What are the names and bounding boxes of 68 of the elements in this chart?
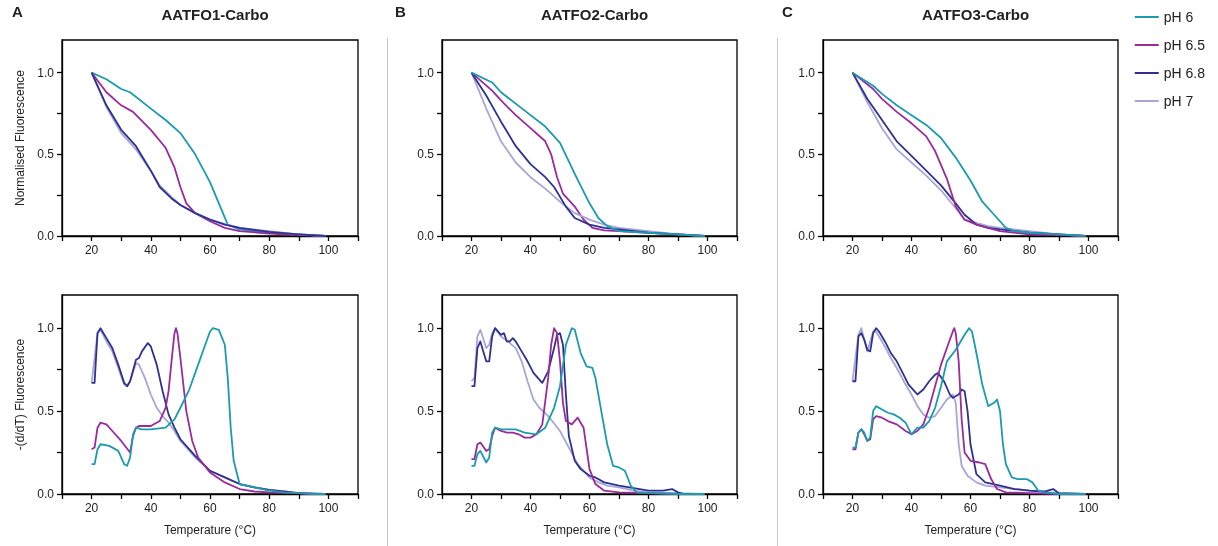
- y-tick-label: 0.5: [798, 147, 816, 162]
- chart-title: AATFO1-Carbo: [161, 6, 269, 23]
- text: B: [395, 3, 406, 20]
- legend-label: pH 7: [1163, 93, 1194, 109]
- x-tick-label: 80: [641, 501, 656, 515]
- y-tick-label: 1.0: [417, 65, 435, 80]
- text: A: [12, 3, 23, 20]
- y-tick-label: 0.0: [37, 487, 55, 501]
- line-series: [90, 71, 327, 237]
- x-tick-label: 80: [262, 501, 277, 515]
- y-tick-label: 0.0: [798, 229, 816, 243]
- y-tick-label: 1.0: [417, 321, 435, 336]
- x-tick-label: 100: [697, 501, 718, 515]
- x-axis-title: Temperature (°C): [163, 523, 257, 537]
- line-series: [851, 327, 1087, 495]
- x-tick-label: 40: [523, 501, 538, 515]
- y-axis-title: -(d/dT) Fluorescence: [13, 338, 28, 451]
- line-series: [470, 327, 706, 495]
- legend-label: pH 6: [1163, 9, 1194, 25]
- y-tick-label: 1.0: [798, 321, 816, 336]
- y-tick-label: 0.5: [417, 404, 435, 419]
- x-tick-label: 100: [1078, 501, 1099, 515]
- x-tick-label: 40: [523, 243, 538, 257]
- line-series: [851, 71, 1087, 237]
- x-tick-label: 40: [904, 243, 919, 257]
- x-axis-title: Temperature (°C): [543, 523, 636, 537]
- x-tick-label: 60: [963, 243, 978, 257]
- x-tick-label: 20: [84, 501, 99, 515]
- x-tick-label: 20: [845, 501, 860, 515]
- legend-label: pH 6.5: [1163, 37, 1206, 53]
- x-tick-label: 100: [1078, 243, 1099, 257]
- x-tick-label: 60: [582, 243, 597, 257]
- y-tick-label: 0.5: [37, 147, 55, 162]
- x-tick-label: 20: [464, 243, 479, 257]
- y-tick-label: 0.0: [417, 229, 435, 243]
- x-tick-label: 60: [203, 501, 217, 515]
- x-tick-label: 60: [963, 501, 978, 515]
- text: C: [782, 3, 793, 20]
- x-tick-label: 80: [641, 243, 656, 257]
- y-axis-title: Normalised Fluorescence: [13, 69, 28, 207]
- legend-label: pH 6.8: [1163, 65, 1206, 81]
- x-tick-label: 40: [144, 243, 158, 257]
- x-tick-label: 100: [697, 243, 718, 257]
- y-tick-label: 0.0: [798, 487, 816, 501]
- y-tick-label: 0.5: [798, 404, 816, 419]
- x-tick-label: 40: [144, 501, 158, 515]
- x-axis-title: Temperature (°C): [924, 523, 1017, 537]
- x-tick-label: 100: [318, 501, 339, 515]
- y-tick-label: 1.0: [798, 65, 816, 80]
- x-tick-label: 60: [203, 243, 217, 257]
- x-tick-label: 80: [1022, 243, 1037, 257]
- y-tick-label: 0.5: [37, 404, 55, 419]
- x-tick-label: 20: [845, 243, 860, 257]
- y-tick-label: 0.0: [37, 229, 55, 243]
- chart-title: AATFO3-Carbo: [921, 6, 1030, 23]
- x-tick-label: 20: [464, 501, 479, 515]
- x-tick-label: 80: [1022, 501, 1037, 515]
- line-series: [470, 71, 706, 237]
- y-tick-label: 1.0: [37, 65, 55, 80]
- x-tick-label: 100: [318, 243, 339, 257]
- y-tick-label: 0.5: [417, 147, 435, 162]
- y-tick-label: 0.0: [417, 487, 435, 501]
- chart-title: AATFO2-Carbo: [540, 6, 649, 23]
- x-tick-label: 60: [582, 501, 597, 515]
- x-tick-label: 40: [904, 501, 919, 515]
- x-tick-label: 80: [262, 243, 277, 257]
- y-tick-label: 1.0: [37, 321, 55, 336]
- x-tick-label: 20: [84, 243, 99, 257]
